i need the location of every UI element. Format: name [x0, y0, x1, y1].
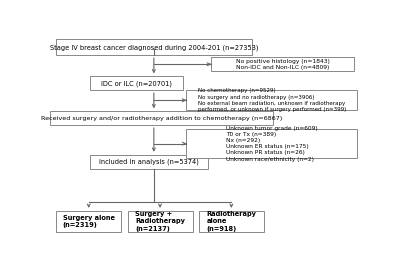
Text: Unknown tumor grade (n=609)
T0 or Tx (n=389)
Nx (n=292)
Unknown ER status (n=175: Unknown tumor grade (n=609) T0 or Tx (n=…: [226, 126, 318, 162]
FancyBboxPatch shape: [50, 111, 273, 125]
FancyBboxPatch shape: [90, 76, 183, 90]
FancyBboxPatch shape: [56, 39, 252, 55]
FancyBboxPatch shape: [128, 211, 193, 232]
FancyBboxPatch shape: [186, 90, 357, 110]
FancyBboxPatch shape: [211, 57, 354, 71]
Text: No positive histology (n=1843)
Non-IDC and Non-ILC (n=4809): No positive histology (n=1843) Non-IDC a…: [236, 59, 330, 70]
Text: Radiotherapy
alone
(n=918): Radiotherapy alone (n=918): [206, 211, 256, 232]
Text: Surgery +
Radiotherapy
(n=2137): Surgery + Radiotherapy (n=2137): [135, 211, 185, 232]
Text: No chemotherapy (n=9529)
No surgery and no radiotherapy (n=3906)
No external bea: No chemotherapy (n=9529) No surgery and …: [198, 89, 346, 112]
Text: IDC or ILC (n=20701): IDC or ILC (n=20701): [101, 80, 172, 87]
Text: Received surgery and/or radiotherapy addition to chemotherapy (n=6867): Received surgery and/or radiotherapy add…: [41, 116, 282, 121]
FancyBboxPatch shape: [199, 211, 264, 232]
FancyBboxPatch shape: [90, 155, 208, 169]
FancyBboxPatch shape: [186, 129, 357, 158]
Text: Stage IV breast cancer diagnosed during 2004-201 (n=27353): Stage IV breast cancer diagnosed during …: [50, 44, 258, 51]
Text: Surgery alone
(n=2319): Surgery alone (n=2319): [63, 215, 115, 228]
FancyBboxPatch shape: [56, 211, 121, 232]
Text: Included in analysis (n=5374): Included in analysis (n=5374): [99, 158, 199, 165]
